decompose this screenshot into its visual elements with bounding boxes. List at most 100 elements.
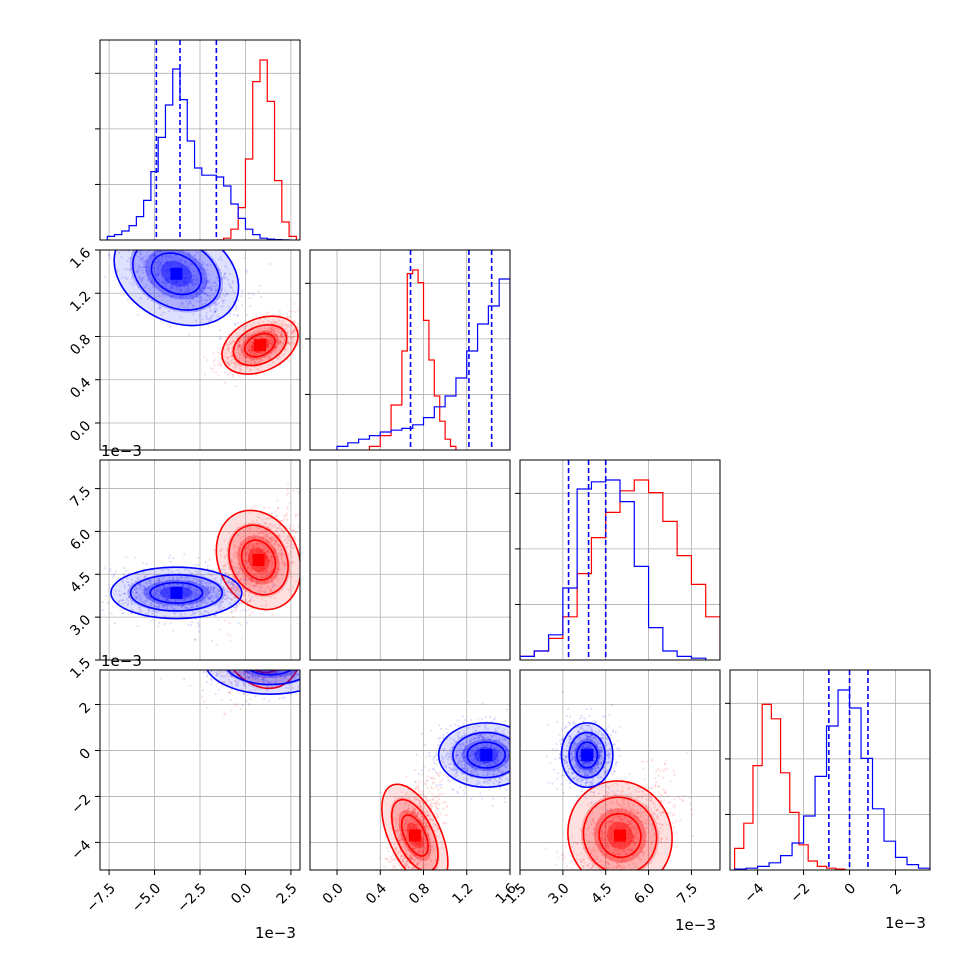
sample-point <box>120 203 122 205</box>
sample-point <box>238 571 240 573</box>
sample-point <box>128 572 130 574</box>
sample-point <box>217 352 219 354</box>
sample-point <box>158 243 160 245</box>
sample-point <box>129 244 131 246</box>
sample-point <box>0 729 1 731</box>
sample-point <box>235 573 237 575</box>
sample-point <box>433 793 435 795</box>
sample-point <box>109 241 111 243</box>
sample-point <box>213 352 215 354</box>
sample-point <box>169 555 171 557</box>
sample-point <box>224 382 226 384</box>
sample-point <box>424 786 426 788</box>
sample-point <box>267 506 269 508</box>
sample-point <box>433 785 435 787</box>
sample-point <box>151 618 153 620</box>
sample-point <box>228 315 230 317</box>
sample-point <box>161 237 163 239</box>
sample-point <box>417 777 419 779</box>
sample-point <box>188 244 190 246</box>
sample-point <box>198 623 200 625</box>
sample-point <box>211 640 213 642</box>
sample-point <box>433 785 435 787</box>
sample-point <box>166 242 168 244</box>
sample-point <box>219 329 221 331</box>
sample-point <box>155 243 157 245</box>
sample-point <box>217 360 219 362</box>
sample-point <box>221 568 223 570</box>
sample-point <box>95 226 97 228</box>
sample-point <box>303 348 305 350</box>
sample-point <box>109 568 111 570</box>
sample-point <box>237 322 239 324</box>
sample-point <box>235 308 237 310</box>
sample-point <box>158 622 160 624</box>
sample-point <box>436 811 438 813</box>
sample-point <box>293 490 295 492</box>
sample-point <box>254 505 256 507</box>
sample-point <box>136 229 138 231</box>
sample-point <box>123 567 125 569</box>
sample-point <box>301 553 303 555</box>
sample-point <box>424 762 426 764</box>
sample-point <box>436 790 438 792</box>
sample-point <box>165 246 167 248</box>
sample-point <box>289 528 291 530</box>
sample-point <box>432 809 434 811</box>
sample-point <box>102 247 104 249</box>
sample-point <box>104 567 106 569</box>
sample-point <box>104 276 106 278</box>
sample-point <box>439 800 441 802</box>
sample-point <box>172 242 174 244</box>
sample-point <box>409 784 411 786</box>
sample-point <box>149 245 151 247</box>
sample-point <box>104 233 106 235</box>
sample-point <box>240 624 242 626</box>
sample-point <box>213 549 215 551</box>
sample-point <box>143 233 145 235</box>
sample-point <box>437 811 439 813</box>
sample-point <box>255 591 257 593</box>
sample-point <box>268 574 270 576</box>
sample-point <box>297 322 299 324</box>
sample-point <box>108 583 110 585</box>
sample-point <box>163 243 165 245</box>
density-group <box>76 477 316 646</box>
sample-point <box>137 231 139 233</box>
sample-point <box>135 233 137 235</box>
sample-point <box>427 782 429 784</box>
sample-point <box>102 601 104 603</box>
sample-point <box>106 242 108 244</box>
sample-point <box>292 310 294 312</box>
sample-point <box>196 234 198 236</box>
sample-point <box>434 784 436 786</box>
sample-point <box>231 611 233 613</box>
sample-point <box>229 313 231 315</box>
sample-point <box>435 793 437 795</box>
sample-point <box>442 790 444 792</box>
sample-point <box>288 360 290 362</box>
sample-point <box>150 231 152 233</box>
sample-point <box>300 339 302 341</box>
hist-group <box>735 670 930 870</box>
sample-point <box>105 595 107 597</box>
sample-point <box>233 313 235 315</box>
sample-point <box>172 237 174 239</box>
sample-point <box>119 609 121 611</box>
sample-point <box>235 566 237 568</box>
sample-point <box>438 811 440 813</box>
sample-point <box>289 310 291 312</box>
sample-point <box>151 232 153 234</box>
sample-point <box>227 374 229 376</box>
sample-point <box>269 263 271 265</box>
sample-point <box>297 309 299 311</box>
sample-point <box>219 347 221 349</box>
sample-point <box>134 556 136 558</box>
sample-point <box>441 804 443 806</box>
sample-point <box>251 577 253 579</box>
sample-point <box>110 217 112 219</box>
sample-point <box>89 597 91 599</box>
sample-point <box>287 506 289 508</box>
diag-panel-1 <box>305 250 510 450</box>
